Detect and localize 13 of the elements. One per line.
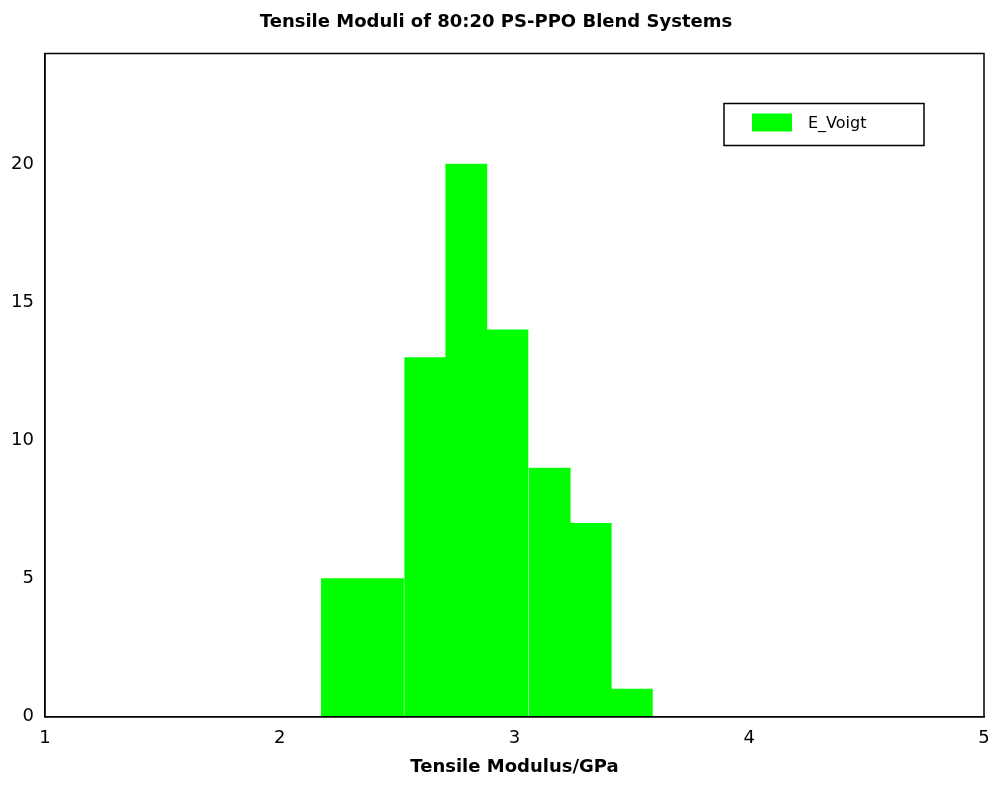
legend-label: E_Voigt — [808, 112, 867, 133]
x-tick-label: 3 — [508, 726, 521, 748]
chart-title: Tensile Moduli of 80:20 PS-PPO Blend Systems — [259, 10, 733, 32]
x-tick-label: 1 — [39, 726, 51, 748]
x-tick-label: 4 — [743, 726, 755, 748]
y-tick-label: 5 — [22, 566, 34, 588]
x-axis-title: Tensile Modulus/GPa — [410, 754, 619, 776]
y-tick-label: 15 — [11, 289, 34, 311]
x-tick-label: 5 — [978, 726, 990, 748]
y-tick-label: 10 — [11, 428, 34, 450]
x-tick-label: 2 — [273, 726, 286, 748]
y-tick-label: 0 — [22, 704, 34, 726]
y-tick-label: 20 — [11, 151, 34, 173]
